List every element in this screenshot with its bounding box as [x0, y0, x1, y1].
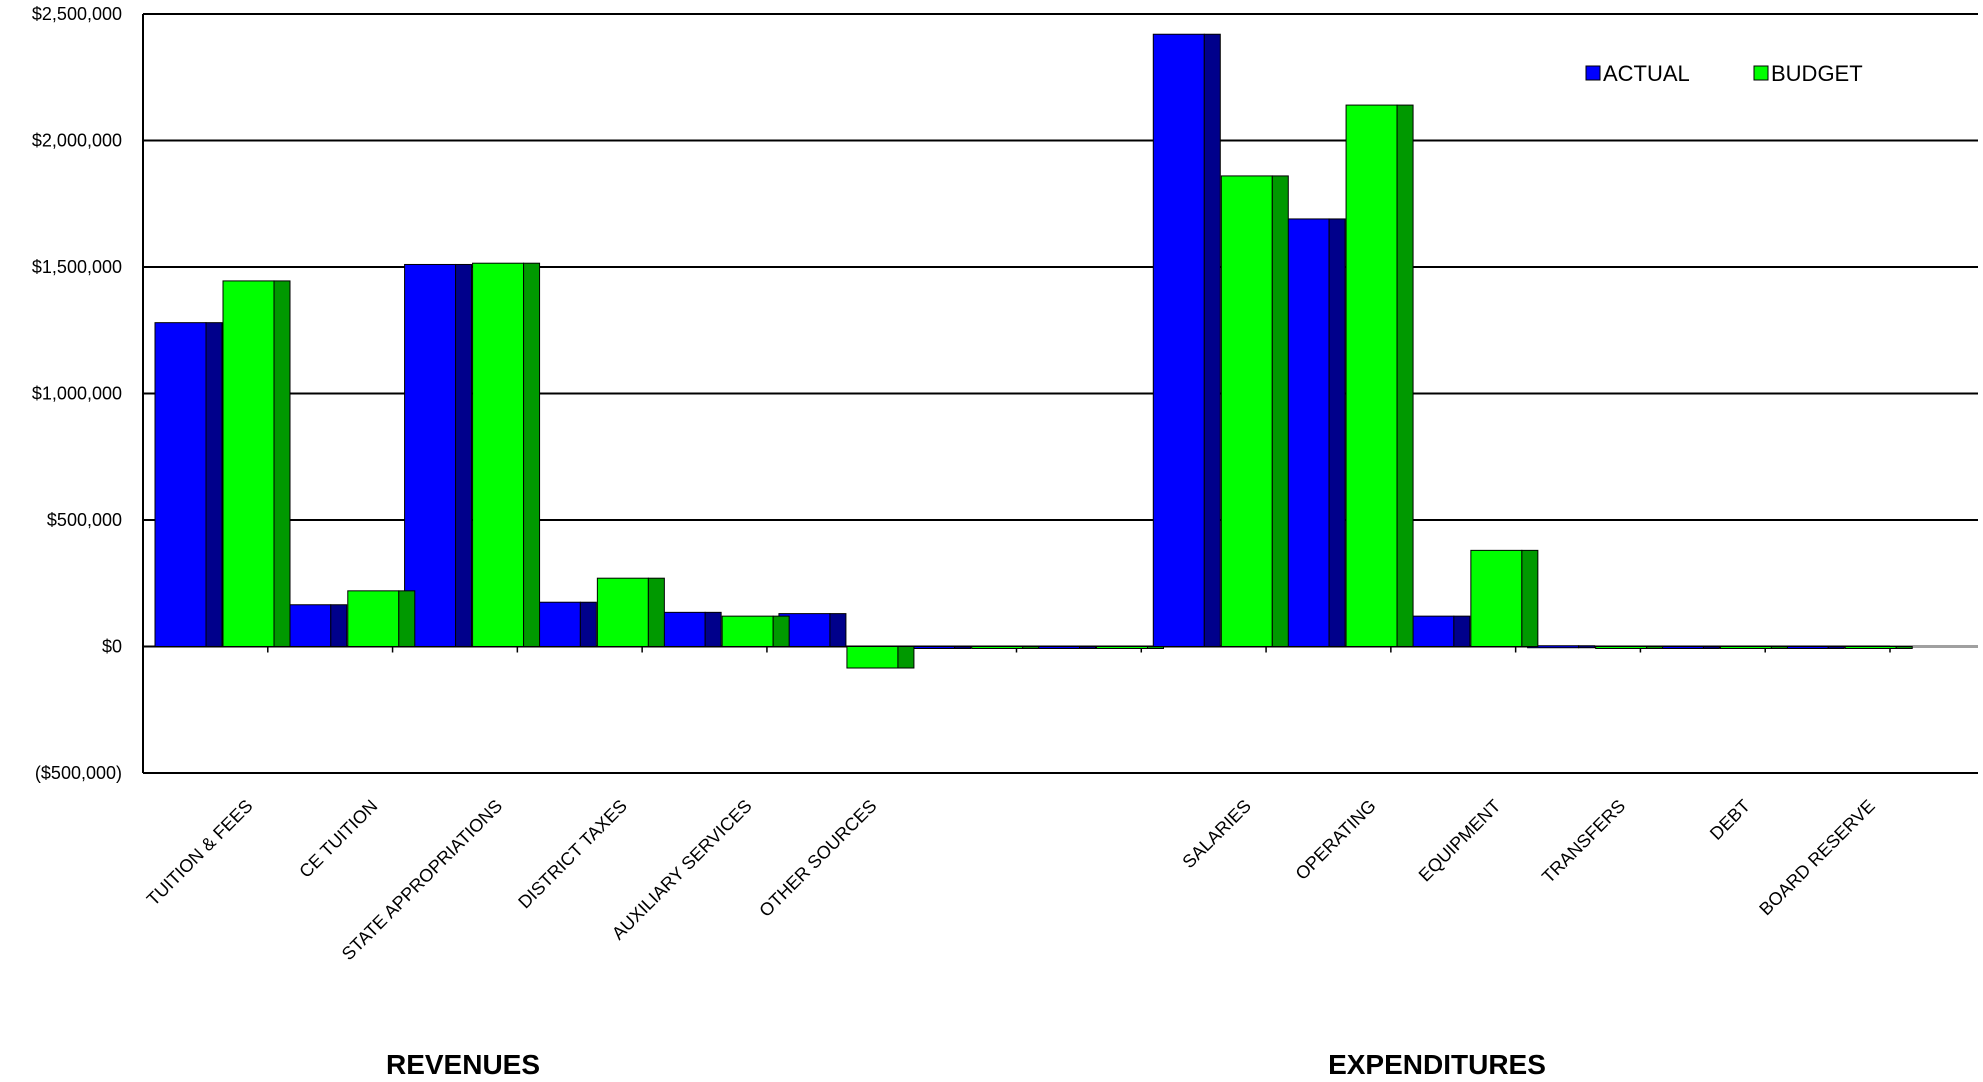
bar-actual-side: [330, 604, 348, 648]
group-label-revenues: REVENUES: [386, 1049, 540, 1080]
bar-budget-side: [1271, 175, 1289, 647]
bar-actual-front: [1152, 33, 1205, 648]
bar-actual-side: [954, 646, 972, 649]
bar-budget-front: [596, 577, 649, 647]
bar-budget-front: [1595, 646, 1648, 649]
category-label: TUITION & FEES: [143, 796, 257, 910]
bar-actual-side: [579, 601, 597, 647]
bar-budget-front: [1470, 549, 1523, 647]
bar-budget-side: [647, 577, 665, 647]
category-label: OPERATING: [1292, 796, 1380, 884]
group-label-expenditures: EXPENDITURES: [1328, 1049, 1546, 1080]
bar-budget-front: [1844, 646, 1897, 649]
y-tick-label: ($500,000): [35, 763, 122, 783]
category-label: DISTRICT TAXES: [514, 796, 631, 913]
bar-actual-side: [1453, 615, 1471, 648]
bar-actual-front: [154, 322, 207, 647]
bar-actual-side: [205, 322, 223, 647]
bar-budget-front: [222, 280, 275, 647]
bar-budget-side: [1770, 646, 1788, 649]
bar-actual-side: [829, 613, 847, 647]
category-label: SALARIES: [1178, 796, 1254, 872]
bar-budget-side: [1396, 104, 1414, 647]
bar-budget-front: [347, 590, 400, 648]
bar-budget-side: [1147, 646, 1164, 649]
y-tick-label: $2,000,000: [32, 131, 122, 151]
bar-budget-side: [1646, 646, 1664, 649]
bar-budget-side: [772, 615, 790, 648]
y-tick-label: $500,000: [47, 510, 122, 530]
bar-actual-side: [704, 611, 722, 647]
y-tick-label: $0: [102, 637, 122, 657]
bar-budget-front: [1345, 104, 1398, 647]
bar-budget-side: [1895, 646, 1913, 649]
bar-actual-side: [1578, 645, 1596, 649]
category-label: TRANSFERS: [1538, 796, 1629, 887]
category-label: OTHER SOURCES: [755, 796, 880, 921]
bar-actual-side: [1079, 646, 1096, 649]
category-label: AUXILIARY SERVICES: [608, 796, 756, 944]
bar-budget-side: [523, 262, 541, 647]
legend-label-actual: ACTUAL: [1603, 61, 1690, 86]
bar-budget-side: [398, 590, 416, 648]
legend-swatch-actual: [1585, 65, 1601, 81]
bar-budget-front: [472, 262, 525, 647]
bar-budget-side: [273, 280, 291, 647]
bar-budget-side: [897, 646, 915, 669]
bar-actual-side: [1328, 218, 1346, 647]
legend-label-budget: BUDGET: [1771, 61, 1863, 86]
bar-actual-side: [1702, 646, 1720, 649]
bar-actual-side: [1203, 33, 1221, 648]
bar-budget-front: [721, 615, 774, 648]
bar-budget-front: [971, 646, 1024, 649]
legend-swatch-budget: [1753, 65, 1769, 81]
bar-actual-side: [455, 263, 473, 647]
category-label: BOARD RESERVE: [1755, 796, 1879, 920]
bar-actual-front: [404, 263, 457, 647]
category-label: DEBT: [1706, 796, 1754, 844]
bar-budget-front: [846, 646, 899, 669]
bar-budget-side: [1521, 549, 1539, 647]
y-tick-label: $2,500,000: [32, 4, 122, 24]
y-tick-label: $1,500,000: [32, 257, 122, 277]
bar-budget-front: [1719, 646, 1772, 649]
category-label: CE TUITION: [295, 796, 381, 882]
y-tick-label: $1,000,000: [32, 384, 122, 404]
bar-budget-front: [1096, 646, 1148, 649]
bar-actual-side: [1827, 646, 1845, 649]
category-label: EQUIPMENT: [1415, 796, 1505, 886]
bar-budget-front: [1220, 175, 1273, 647]
bar-budget-side: [1022, 646, 1040, 649]
